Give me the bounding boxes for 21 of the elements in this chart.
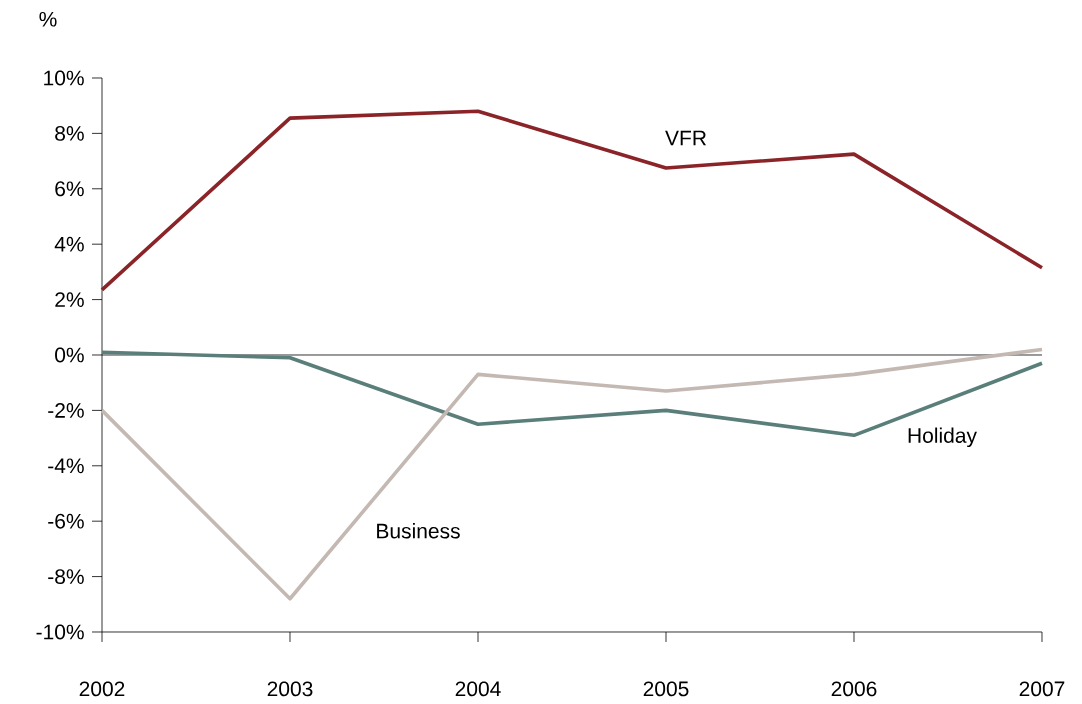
y-tick-label: 4% (54, 236, 84, 252)
y-tick-label: 6% (55, 181, 84, 197)
x-tick-label: 2007 (1019, 681, 1065, 697)
x-tick-label: 2003 (267, 681, 313, 697)
x-tick-label: 2002 (79, 681, 125, 697)
y-tick-label: 0% (55, 347, 84, 363)
y-tick-label: 2% (55, 292, 84, 307)
series-label: Holiday (908, 427, 977, 448)
y-tick-label: 10% (44, 70, 84, 86)
series-label: Business (377, 523, 460, 539)
y-tick-label: -10% (36, 624, 84, 640)
series-label: VFR (665, 130, 707, 146)
y-axis-title: % (39, 11, 57, 27)
x-tick-label: 2006 (831, 681, 877, 697)
y-tick-label: -8% (48, 569, 84, 585)
x-tick-label: 2004 (455, 681, 501, 697)
y-tick-label: -4% (48, 458, 84, 474)
y-tick-label: -6% (48, 513, 84, 529)
y-tick-label: -2% (48, 403, 84, 418)
y-tick-label: 8% (55, 125, 84, 141)
x-tick-label: 2005 (643, 681, 689, 697)
